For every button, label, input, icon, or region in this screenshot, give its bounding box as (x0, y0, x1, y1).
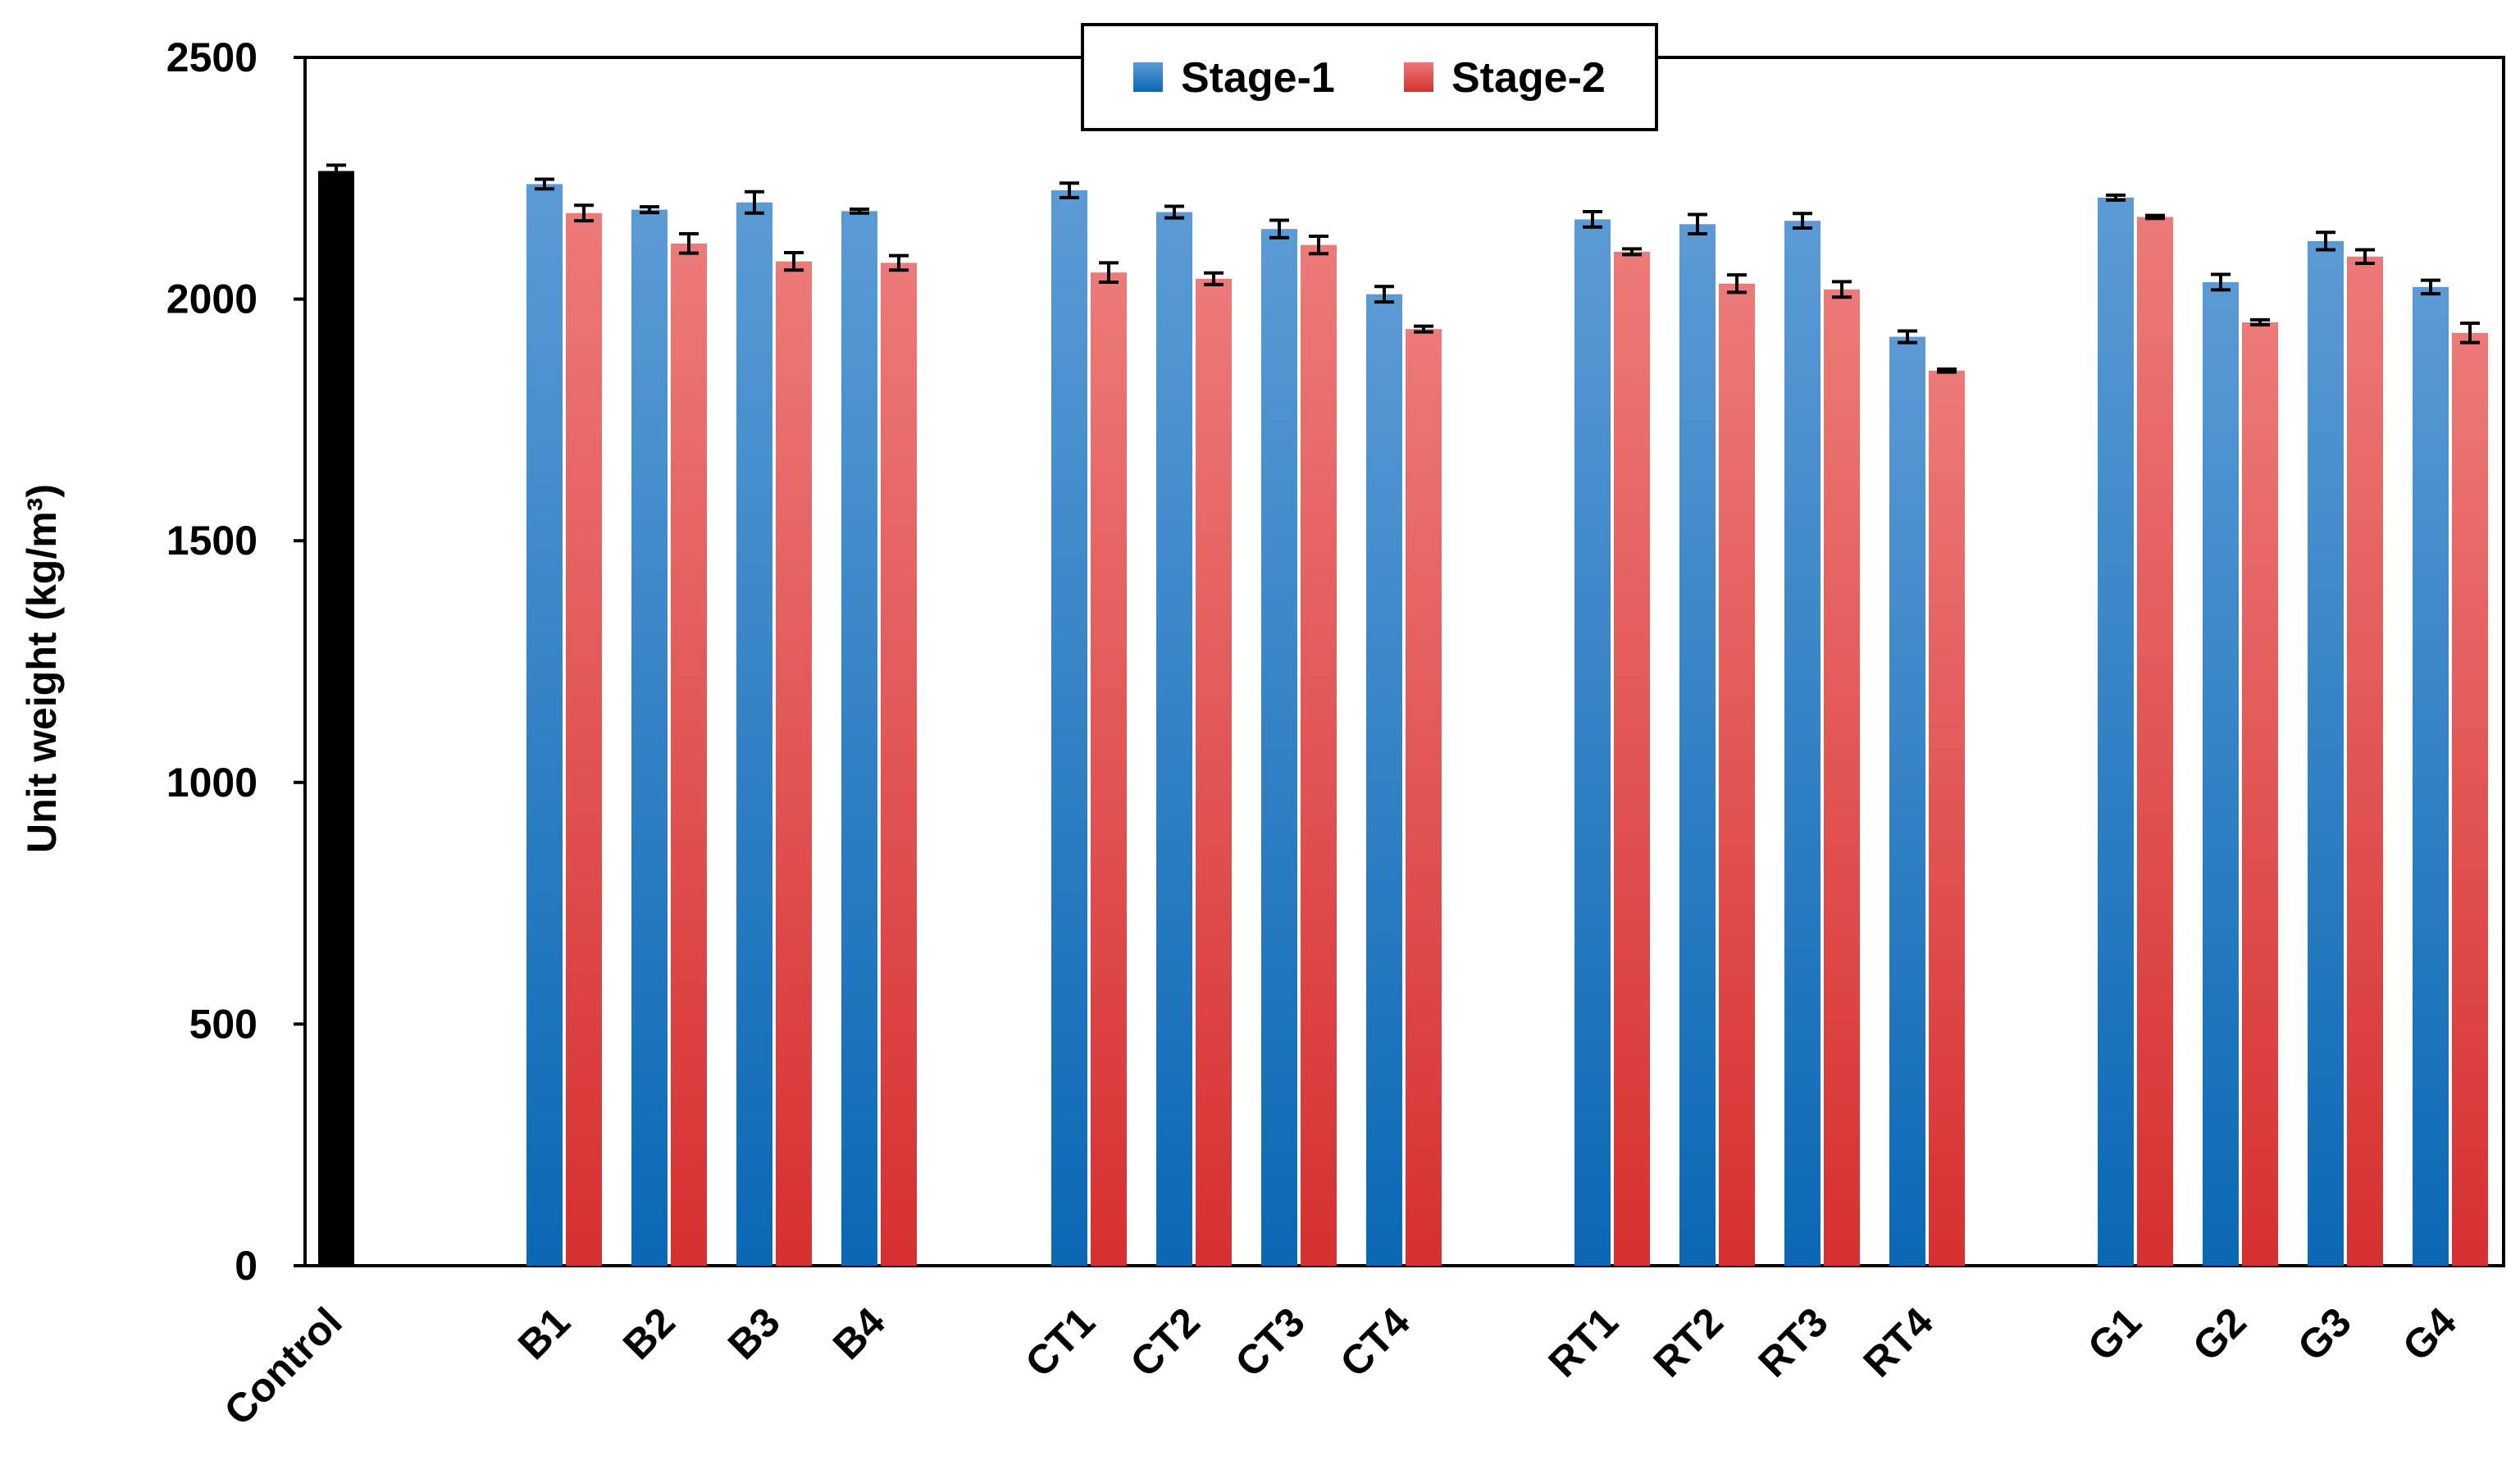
error-bar-stage-2-rt2 (1727, 273, 1747, 294)
bar-stage-2-rt2 (1719, 283, 1755, 1266)
bar-stage-2-g4 (2452, 332, 2488, 1266)
error-bar-stage-2-rt3 (1832, 280, 1852, 299)
x-tick-label: B4 (824, 1299, 894, 1368)
y-tick-label: 1500 (166, 518, 257, 564)
legend-swatch-stage-1 (1133, 62, 1163, 92)
error-bar-stage-2-b1 (574, 203, 594, 223)
bar-stage-1-b4 (841, 211, 877, 1266)
error-bar-stage-1-g2 (2211, 272, 2231, 292)
bar-stage-1-rt3 (1784, 221, 1821, 1266)
bar-stage-2-g3 (2347, 256, 2383, 1267)
error-bar-stage-2-rt1 (1622, 247, 1642, 257)
legend-swatch-stage-2 (1404, 62, 1433, 92)
x-tick-label: B1 (509, 1299, 579, 1368)
x-tick-label: G2 (2184, 1299, 2255, 1370)
bar-stage-2-ct2 (1196, 278, 1232, 1266)
bar-stage-2-ct1 (1091, 272, 1127, 1267)
bar-stage-1-ct1 (1051, 190, 1087, 1266)
error-bar-stage-1-ct2 (1164, 204, 1184, 220)
x-tick-label: CT3 (1226, 1299, 1313, 1385)
x-tick-label: CT4 (1331, 1299, 1419, 1386)
error-bar-stage-1-ct3 (1269, 218, 1289, 240)
bar-stage-2-rt4 (1929, 370, 1965, 1266)
error-bar-stage-2-g3 (2355, 248, 2375, 265)
y-tick-label: 0 (235, 1243, 257, 1289)
bar-stage-1-g4 (2413, 286, 2449, 1266)
bar-control (318, 171, 354, 1266)
error-bar-stage-1-ct1 (1059, 181, 1079, 199)
x-tick-label: CT2 (1121, 1299, 1208, 1385)
legend: Stage-1 Stage-2 (1081, 23, 1658, 131)
error-bar-stage-1-ct4 (1374, 285, 1394, 304)
x-tick-label: RT4 (1854, 1299, 1942, 1386)
bar-stage-2-b4 (881, 262, 917, 1266)
error-bar-stage-2-ct1 (1099, 261, 1119, 284)
x-tick-label: B3 (719, 1299, 789, 1368)
legend-box (1081, 23, 1658, 131)
bar-stage-2-ct4 (1406, 329, 1442, 1267)
bar-stage-2-rt3 (1824, 289, 1860, 1266)
error-bar-stage-1-g3 (2316, 231, 2335, 252)
x-tick-label: Control (216, 1299, 351, 1434)
x-tick-label: RT1 (1539, 1299, 1626, 1385)
error-bar-control (326, 163, 346, 179)
error-bar-stage-2-b3 (784, 251, 804, 272)
error-bar-stage-1-rt2 (1688, 212, 1707, 236)
bar-stage-2-g2 (2242, 322, 2278, 1266)
y-tick-label: 1000 (166, 760, 257, 806)
bar-stage-2-b2 (671, 243, 707, 1266)
bar-stage-1-g3 (2308, 240, 2344, 1266)
bars (318, 163, 2488, 1267)
error-bar-stage-2-ct3 (1309, 235, 1328, 256)
error-bar-stage-2-b4 (889, 253, 909, 272)
error-bar-stage-2-g4 (2460, 322, 2480, 345)
legend-label-stage-1: Stage-1 (1181, 54, 1335, 102)
x-tick-label: G1 (2079, 1299, 2150, 1370)
error-bar-stage-2-g1 (2145, 213, 2165, 221)
bar-stage-2-b3 (776, 261, 812, 1267)
bar-stage-1-g1 (2098, 197, 2134, 1266)
error-bar-stage-2-rt4 (1937, 367, 1957, 374)
y-tick-label: 2000 (166, 276, 257, 322)
bar-stage-1-ct4 (1366, 294, 1402, 1266)
x-tick-label: B2 (614, 1299, 684, 1368)
x-tick-label: G4 (2394, 1299, 2465, 1370)
bar-stage-1-rt1 (1574, 219, 1611, 1267)
bar-stage-1-ct2 (1156, 212, 1192, 1267)
error-bar-stage-1-g4 (2421, 278, 2440, 296)
error-bar-stage-1-rt4 (1898, 329, 1917, 345)
bar-stage-2-g1 (2137, 217, 2173, 1266)
bar-stage-1-b3 (736, 202, 772, 1266)
error-bar-stage-1-g1 (2106, 193, 2126, 202)
bar-stage-1-b1 (526, 184, 563, 1267)
error-bar-stage-2-b2 (679, 232, 699, 255)
error-bar-stage-1-b2 (640, 205, 659, 215)
y-tick-label: 2500 (166, 34, 257, 80)
bar-stage-2-ct3 (1301, 244, 1337, 1266)
error-bar-stage-1-b4 (850, 208, 869, 215)
error-bar-stage-2-ct4 (1414, 324, 1433, 334)
x-tick-label: G3 (2289, 1299, 2360, 1370)
x-tick-label: RT3 (1749, 1299, 1836, 1385)
error-bar-stage-1-b3 (745, 189, 764, 215)
bar-stage-1-rt4 (1889, 336, 1925, 1266)
bar-stage-1-b2 (631, 209, 668, 1266)
x-tick-label: RT2 (1644, 1299, 1731, 1385)
bar-stage-1-g2 (2203, 281, 2239, 1266)
error-bar-stage-1-rt1 (1583, 209, 1602, 229)
legend-label-stage-2: Stage-2 (1451, 54, 1606, 102)
bar-stage-1-rt2 (1679, 224, 1716, 1267)
y-axis-title: Unit weight (kg/m³) (19, 484, 65, 853)
error-bar-stage-1-b1 (535, 177, 554, 191)
error-bar-stage-2-ct2 (1204, 271, 1224, 286)
bar-stage-1-ct3 (1261, 229, 1297, 1266)
bar-stage-2-rt1 (1614, 251, 1650, 1266)
error-bar-stage-1-rt3 (1793, 212, 1812, 230)
x-tick-label: CT1 (1016, 1299, 1103, 1385)
y-tick-label: 500 (189, 1001, 257, 1047)
bar-stage-2-b1 (566, 212, 602, 1266)
error-bar-stage-2-g2 (2250, 317, 2270, 326)
